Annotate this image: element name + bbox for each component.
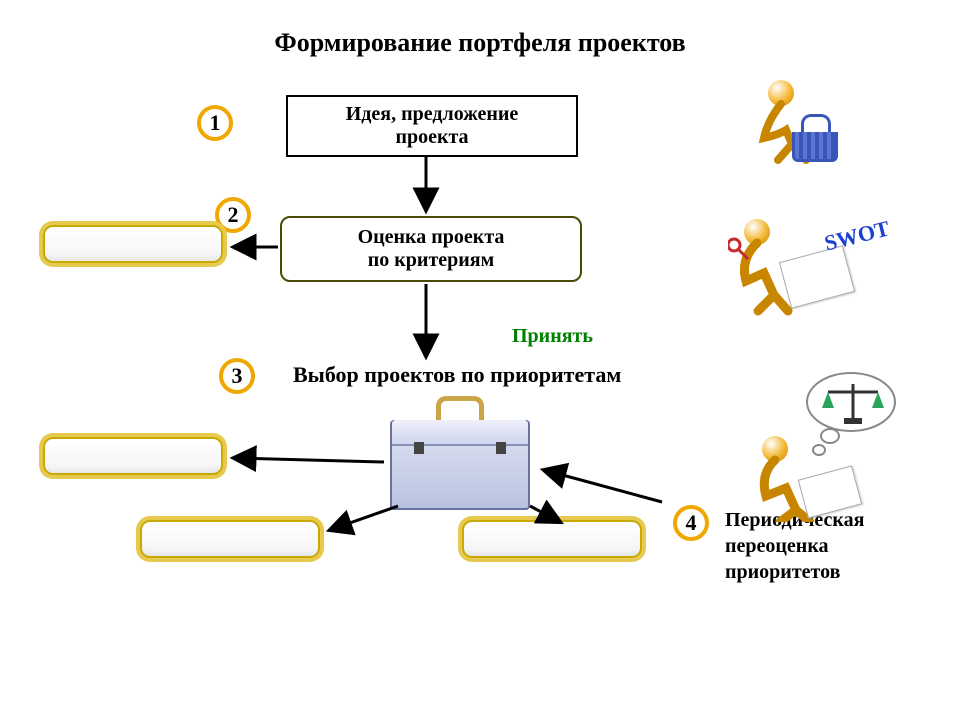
- pill-reject-1: [43, 225, 223, 263]
- thinker-scales-icon: [752, 372, 922, 522]
- pill-output-1: [43, 437, 223, 475]
- step-1-box: Идея, предложение проекта: [286, 95, 578, 157]
- swot-reader-icon: SWOT: [728, 215, 908, 325]
- step-4-circle: 4: [673, 505, 709, 541]
- step-2-line2: по критериям: [298, 249, 564, 272]
- page-title: Формирование портфеля проектов: [0, 28, 960, 58]
- step-3-label: Выбор проектов по приоритетам: [293, 362, 621, 388]
- step-1-line2: проекта: [302, 126, 562, 149]
- step-2-box: Оценка проекта по критериям: [280, 216, 582, 282]
- step-4-line2: переоценка: [725, 533, 864, 559]
- step-4-line3: приоритетов: [725, 559, 864, 585]
- pill-output-3: [462, 520, 642, 558]
- pill-output-2: [140, 520, 320, 558]
- shopper-icon: [748, 80, 838, 170]
- step-2-line1: Оценка проекта: [298, 226, 564, 249]
- step-1-circle: 1: [197, 105, 233, 141]
- briefcase-icon: [390, 420, 530, 510]
- step-1-line1: Идея, предложение: [302, 103, 562, 126]
- accept-label: Принять: [512, 325, 593, 348]
- step-3-circle: 3: [219, 358, 255, 394]
